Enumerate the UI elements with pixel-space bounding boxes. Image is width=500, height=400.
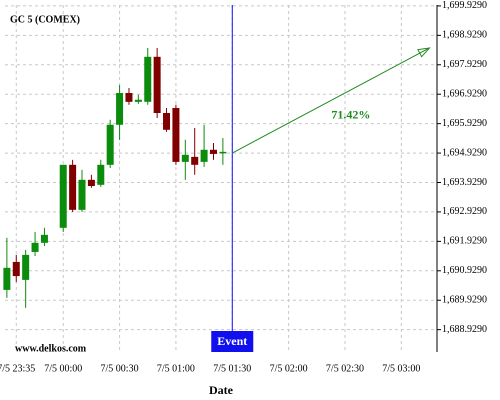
candle-body xyxy=(209,149,217,154)
arrow-head xyxy=(417,47,431,58)
x-tick-label: 7/5 00:00 xyxy=(44,363,82,374)
candle-body xyxy=(219,151,227,154)
candle-body xyxy=(31,242,39,252)
y-tick-label: 1,698.9290 xyxy=(442,30,487,41)
y-tick-label: 1,688.9290 xyxy=(442,324,487,335)
event-label: Event xyxy=(217,334,247,348)
y-tick-label: 1,697.9290 xyxy=(442,59,487,70)
candle-body xyxy=(40,234,48,243)
candle-body xyxy=(144,56,152,102)
candle-body xyxy=(200,149,208,162)
y-tick-label: 1,696.9290 xyxy=(442,89,487,100)
watermark: www.delkos.com xyxy=(15,343,87,354)
candle-body xyxy=(172,108,180,162)
x-axis-label: Date xyxy=(209,383,234,397)
x-tick-label: 7/5 02:30 xyxy=(326,363,364,374)
x-tick-label: 7/5 23:35 xyxy=(0,363,35,374)
candle-body xyxy=(78,179,86,210)
y-tick-label: 1,689.9290 xyxy=(442,295,487,306)
marks xyxy=(3,5,431,352)
y-tick-label: 1,691.9290 xyxy=(442,236,487,247)
event-box xyxy=(211,331,254,352)
y-tick-label: 1,694.9290 xyxy=(442,147,487,158)
y-tick-label: 1,690.9290 xyxy=(442,265,487,276)
candle-body xyxy=(125,93,133,102)
candle-body xyxy=(59,164,67,228)
candle-body xyxy=(163,113,171,130)
arrow-label: 71.42% xyxy=(331,107,370,121)
candle-body xyxy=(116,93,124,125)
candle-body xyxy=(97,164,105,185)
x-tick-label: 7/5 03:00 xyxy=(382,363,420,374)
candle-body xyxy=(134,99,142,102)
y-tick-label: 1,692.9290 xyxy=(442,206,487,217)
x-tick-label: 7/5 00:30 xyxy=(101,363,139,374)
candle-body xyxy=(106,124,114,165)
y-tick-label: 1,695.9290 xyxy=(442,118,487,129)
candle-body xyxy=(191,156,199,165)
candle-body xyxy=(69,164,77,210)
candle-body xyxy=(3,267,11,290)
y-tick-label: 1,699.9290 xyxy=(442,0,487,11)
y-tick-label: 1,693.9290 xyxy=(442,177,487,188)
candle-body xyxy=(181,154,189,162)
candle-body xyxy=(153,56,161,114)
x-tick-label: 7/5 02:00 xyxy=(270,363,308,374)
candle-body xyxy=(87,179,95,187)
forecast-arrow xyxy=(232,47,430,154)
candle-body xyxy=(12,261,20,277)
x-tick-label: 7/5 01:30 xyxy=(213,363,251,374)
candle-body xyxy=(22,254,30,280)
chart-title: GC 5 (COMEX) xyxy=(10,14,80,25)
x-tick-label: 7/5 01:00 xyxy=(157,363,195,374)
